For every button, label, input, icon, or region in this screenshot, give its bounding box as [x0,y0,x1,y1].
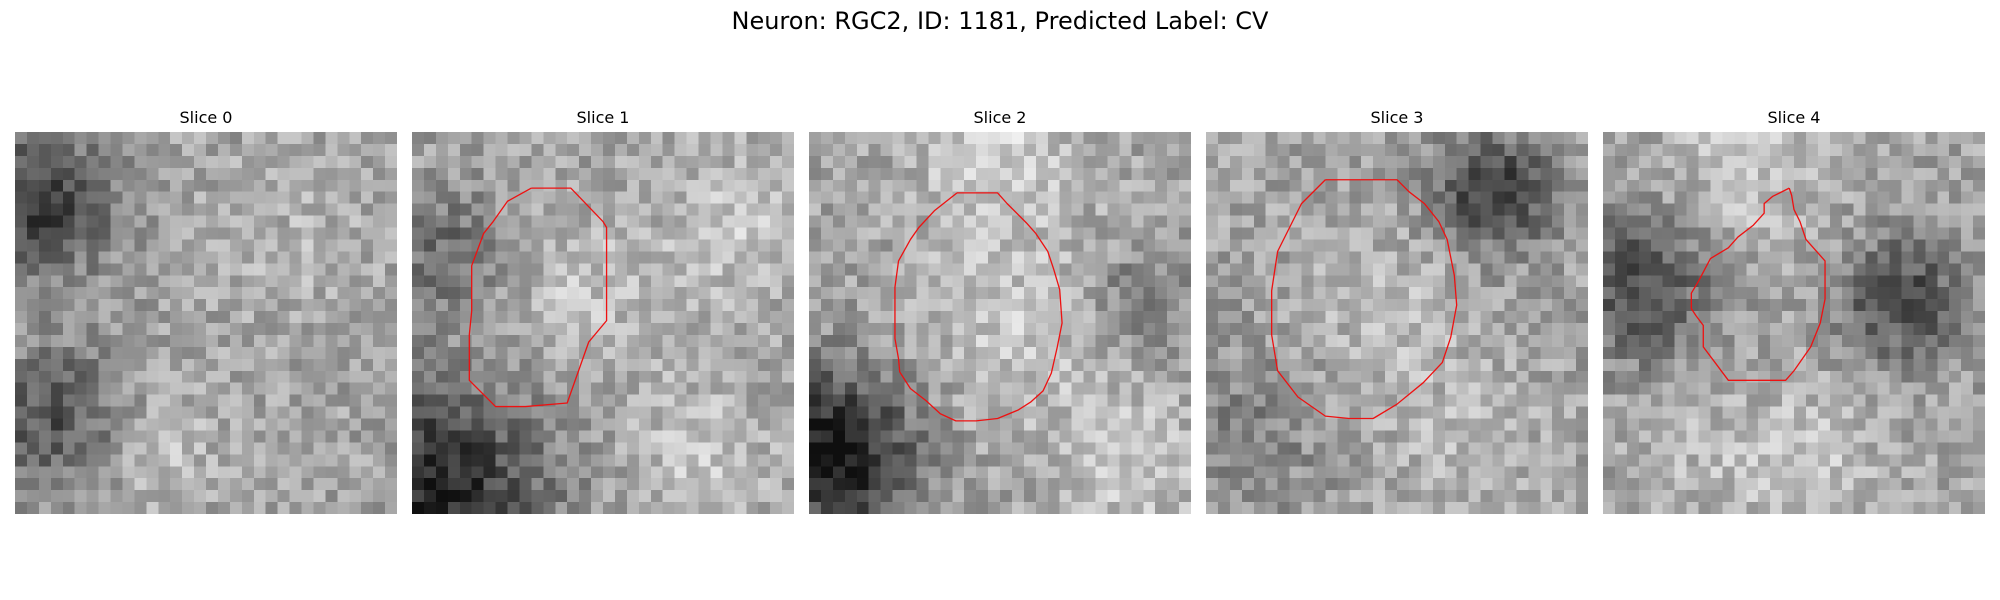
slice-image [809,132,1191,514]
segmentation-contour [894,192,1063,422]
slice-panel-1: Slice 1 [412,108,794,514]
segmentation-contour [1270,179,1458,420]
slice-title: Slice 2 [973,108,1027,127]
slice-title: Slice 4 [1767,108,1821,127]
slice-image [412,132,794,514]
slice-title: Slice 3 [1370,108,1424,127]
figure-title: Neuron: RGC2, ID: 1181, Predicted Label:… [731,7,1269,35]
slice-panel-4: Slice 4 [1603,108,1985,514]
slice-image [15,132,397,514]
segmentation-contour [468,187,608,408]
slice-image [1603,132,1985,514]
slice-panel-3: Slice 3 [1206,108,1588,514]
slice-panel-0: Slice 0 [15,108,397,514]
slice-image [1206,132,1588,514]
segmentation-contour [1690,187,1826,381]
slice-title: Slice 0 [179,108,233,127]
slice-panel-2: Slice 2 [809,108,1191,514]
slice-title: Slice 1 [576,108,630,127]
